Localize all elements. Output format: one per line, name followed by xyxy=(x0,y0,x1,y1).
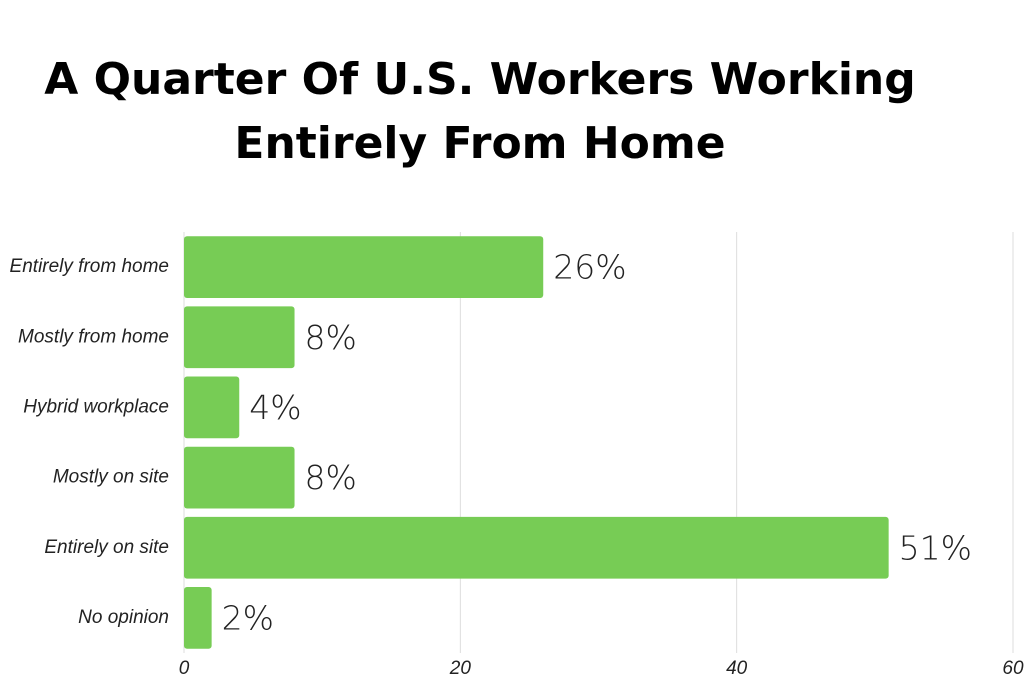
value-label: 4% xyxy=(249,388,301,427)
y-tick-label: Mostly from home xyxy=(18,326,169,347)
bar xyxy=(184,236,544,298)
y-tick-label: Entirely from home xyxy=(10,256,169,277)
y-tick-label: Hybrid workplace xyxy=(23,396,169,417)
y-tick-label: Mostly on site xyxy=(53,467,169,488)
x-tick-label: 20 xyxy=(449,658,472,679)
value-label: 8% xyxy=(305,458,357,497)
bar xyxy=(184,516,889,579)
bar xyxy=(184,376,240,439)
bar xyxy=(184,446,295,509)
value-label: 2% xyxy=(222,598,274,637)
value-label: 51% xyxy=(899,528,972,567)
bar xyxy=(184,306,295,369)
x-tick-label: 60 xyxy=(1002,658,1024,679)
y-tick-label: Entirely on site xyxy=(44,537,169,558)
y-tick-label: No opinion xyxy=(78,607,169,628)
x-tick-label: 40 xyxy=(726,658,748,679)
bar xyxy=(184,587,212,649)
x-tick-label: 0 xyxy=(179,658,190,679)
chart-title: A Quarter Of U.S. Workers Working Entire… xyxy=(44,54,916,169)
value-label: 8% xyxy=(305,318,357,357)
value-label: 26% xyxy=(553,248,626,287)
